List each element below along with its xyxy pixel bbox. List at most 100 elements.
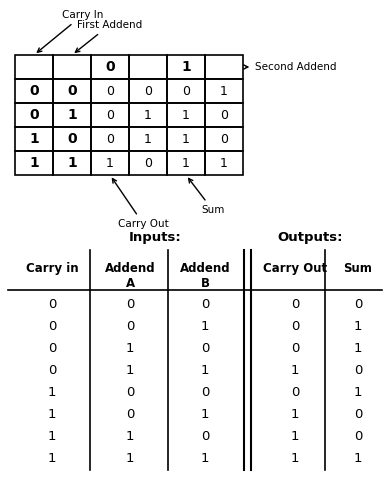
Text: 0: 0 — [182, 84, 190, 97]
Text: 0: 0 — [126, 297, 134, 310]
Text: 0: 0 — [201, 386, 209, 399]
Bar — [167, 79, 205, 103]
Text: 0: 0 — [291, 319, 299, 332]
Text: 1: 1 — [291, 408, 299, 421]
Text: 1: 1 — [48, 408, 56, 421]
Text: 0: 0 — [291, 297, 299, 310]
Bar — [205, 79, 243, 103]
Text: 1: 1 — [354, 341, 362, 354]
Text: Second Addend: Second Addend — [244, 62, 336, 72]
Text: 0: 0 — [144, 157, 152, 170]
Text: 1: 1 — [144, 133, 152, 146]
Bar — [205, 127, 243, 151]
Bar — [91, 151, 129, 175]
Bar — [129, 127, 167, 151]
Text: Addend
B: Addend B — [180, 262, 230, 290]
Text: Inputs:: Inputs: — [129, 231, 181, 244]
Bar — [53, 103, 91, 127]
Text: 1: 1 — [201, 452, 209, 465]
Text: Sum: Sum — [189, 179, 224, 215]
Text: 1: 1 — [201, 319, 209, 332]
Text: 1: 1 — [126, 430, 134, 443]
Text: 1: 1 — [220, 84, 228, 97]
Text: First Addend: First Addend — [75, 20, 142, 52]
Text: 1: 1 — [354, 452, 362, 465]
Text: 0: 0 — [291, 341, 299, 354]
Text: 0: 0 — [220, 108, 228, 121]
Text: 0: 0 — [220, 133, 228, 146]
Text: 0: 0 — [354, 363, 362, 377]
Text: 0: 0 — [291, 386, 299, 399]
Text: 1: 1 — [48, 452, 56, 465]
Text: 1: 1 — [48, 430, 56, 443]
Text: 0: 0 — [106, 84, 114, 97]
Bar — [53, 151, 91, 175]
Bar — [167, 55, 205, 79]
Text: Carry Out: Carry Out — [113, 179, 169, 229]
Bar — [91, 55, 129, 79]
Text: 0: 0 — [354, 430, 362, 443]
Text: 1: 1 — [291, 363, 299, 377]
Text: 1: 1 — [354, 386, 362, 399]
Text: 1: 1 — [106, 157, 114, 170]
Bar — [129, 55, 167, 79]
Bar — [91, 103, 129, 127]
Text: 1: 1 — [354, 319, 362, 332]
Bar — [15, 103, 53, 127]
Text: Carry In: Carry In — [37, 10, 103, 52]
Bar — [15, 79, 53, 103]
Bar — [129, 79, 167, 103]
Text: 1: 1 — [126, 363, 134, 377]
Bar — [205, 55, 243, 79]
Text: 0: 0 — [144, 84, 152, 97]
Bar — [129, 103, 167, 127]
Text: Carry Out: Carry Out — [263, 262, 327, 275]
Bar — [205, 151, 243, 175]
Text: 0: 0 — [48, 297, 56, 310]
Text: 0: 0 — [48, 341, 56, 354]
Text: 0: 0 — [126, 386, 134, 399]
Text: Outputs:: Outputs: — [277, 231, 343, 244]
Bar — [15, 151, 53, 175]
Text: 0: 0 — [201, 341, 209, 354]
Text: 0: 0 — [354, 297, 362, 310]
Bar — [53, 127, 91, 151]
Bar — [129, 151, 167, 175]
Text: 1: 1 — [291, 452, 299, 465]
Text: 0: 0 — [106, 133, 114, 146]
Bar — [53, 55, 91, 79]
Text: 0: 0 — [106, 108, 114, 121]
Text: 0: 0 — [67, 84, 77, 98]
Bar — [15, 55, 53, 79]
Bar — [91, 79, 129, 103]
Text: 1: 1 — [182, 157, 190, 170]
Text: 0: 0 — [48, 363, 56, 377]
Text: 1: 1 — [220, 157, 228, 170]
Text: Carry in: Carry in — [26, 262, 78, 275]
Text: 0: 0 — [105, 60, 115, 74]
Text: 1: 1 — [181, 60, 191, 74]
Text: 1: 1 — [67, 108, 77, 122]
Text: 1: 1 — [201, 363, 209, 377]
Text: 1: 1 — [29, 156, 39, 170]
Text: 0: 0 — [354, 408, 362, 421]
Text: 1: 1 — [126, 341, 134, 354]
Bar — [167, 103, 205, 127]
Text: 1: 1 — [201, 408, 209, 421]
Bar — [167, 151, 205, 175]
Text: 1: 1 — [67, 156, 77, 170]
Text: Sum: Sum — [343, 262, 372, 275]
Text: 0: 0 — [126, 408, 134, 421]
Bar — [205, 103, 243, 127]
Bar — [167, 127, 205, 151]
Text: 1: 1 — [182, 108, 190, 121]
Text: 0: 0 — [29, 84, 39, 98]
Text: 0: 0 — [201, 430, 209, 443]
Text: 1: 1 — [48, 386, 56, 399]
Bar — [53, 79, 91, 103]
Text: 1: 1 — [182, 133, 190, 146]
Text: 0: 0 — [29, 108, 39, 122]
Text: Addend
A: Addend A — [105, 262, 155, 290]
Text: 1: 1 — [291, 430, 299, 443]
Text: 1: 1 — [126, 452, 134, 465]
